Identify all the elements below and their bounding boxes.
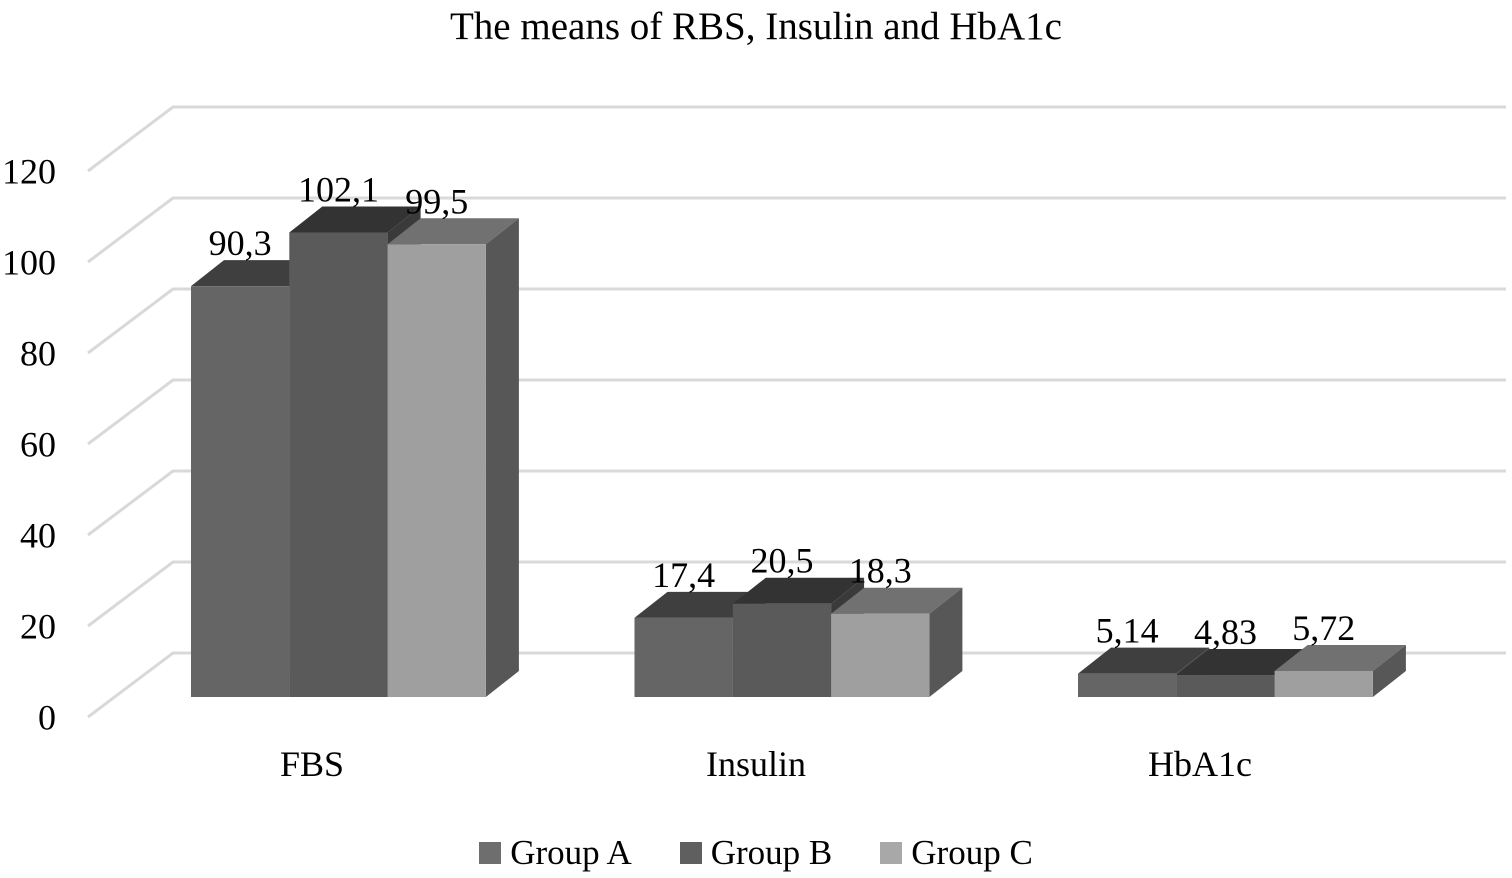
- bar-group-c-insulin: [831, 587, 963, 697]
- bar-top-face: [732, 577, 865, 604]
- bar-top-face: [1274, 644, 1406, 671]
- bar-top-face: [1176, 649, 1308, 676]
- bar-value-label: 99,5: [405, 181, 468, 221]
- bar-front-face: [732, 603, 832, 697]
- legend-item-group-a: Group A: [479, 833, 632, 873]
- bar-group-c-hba1c: [1274, 644, 1406, 697]
- y-axis-tick-label: 60: [20, 425, 56, 465]
- bar-group-c-fbs: [387, 218, 519, 697]
- bar-top-face: [289, 206, 421, 233]
- bar-value-label: 20,5: [750, 541, 813, 581]
- legend-item-group-b: Group B: [679, 833, 833, 873]
- y-axis-tick-label: 40: [20, 516, 56, 556]
- legend-label: Group B: [710, 833, 833, 872]
- legend-swatch-group-b: [679, 842, 702, 864]
- bar-value-label: 4,83: [1194, 612, 1257, 652]
- gridline: [87, 651, 1506, 719]
- gridline: [87, 287, 1506, 355]
- chart-title: The means of RBS, Insulin and HbA1c: [449, 5, 1062, 48]
- bar-side-face: [1372, 644, 1406, 697]
- gridline: [87, 469, 1506, 537]
- x-axis-category-label-fbs: FBS: [280, 744, 344, 784]
- bar-front-face: [387, 244, 486, 697]
- legend-swatch-group-a: [479, 842, 502, 864]
- bar-value-label: 90,3: [209, 223, 272, 263]
- y-axis-tick-label: 100: [2, 243, 56, 283]
- bar-front-face: [1078, 673, 1177, 697]
- x-axis-category-label-hba1c: HbA1c: [1148, 744, 1252, 784]
- bar-value-label: 17,4: [652, 555, 715, 595]
- y-axis-tick-label: 0: [38, 698, 56, 738]
- bar-value-label: 5,14: [1096, 611, 1159, 651]
- gridline: [87, 105, 1506, 173]
- chart-legend: Group A Group B Group C: [0, 833, 1512, 873]
- y-axis-tick-label: 80: [20, 334, 56, 374]
- y-axis-tick-label: 20: [20, 607, 56, 647]
- bar-value-label: 18,3: [849, 551, 912, 591]
- gridline: [87, 378, 1506, 446]
- gridline: [87, 196, 1506, 264]
- bar-top-face: [387, 218, 519, 245]
- legend-item-group-c: Group C: [880, 833, 1033, 873]
- legend-swatch-group-c: [880, 842, 903, 864]
- legend-label: Group C: [911, 833, 1033, 872]
- bar-value-label: 102,1: [298, 169, 379, 209]
- x-axis-category-label-insulin: Insulin: [706, 744, 806, 784]
- bar-side-face: [929, 587, 963, 697]
- bar-top-face: [831, 587, 963, 614]
- bar-front-face: [1274, 670, 1373, 697]
- bar-front-face: [831, 613, 930, 697]
- y-axis-tick-label: 120: [2, 152, 56, 192]
- bar-front-face: [1176, 675, 1275, 697]
- bar-top-face: [1078, 647, 1210, 674]
- gridline: [87, 560, 1506, 628]
- bar-side-face: [485, 218, 519, 697]
- bar-front-face: [289, 232, 388, 697]
- bar-front-face: [191, 286, 290, 697]
- bar-front-face: [634, 617, 733, 697]
- bar-value-label: 5,72: [1292, 608, 1355, 648]
- legend-label: Group A: [510, 833, 632, 872]
